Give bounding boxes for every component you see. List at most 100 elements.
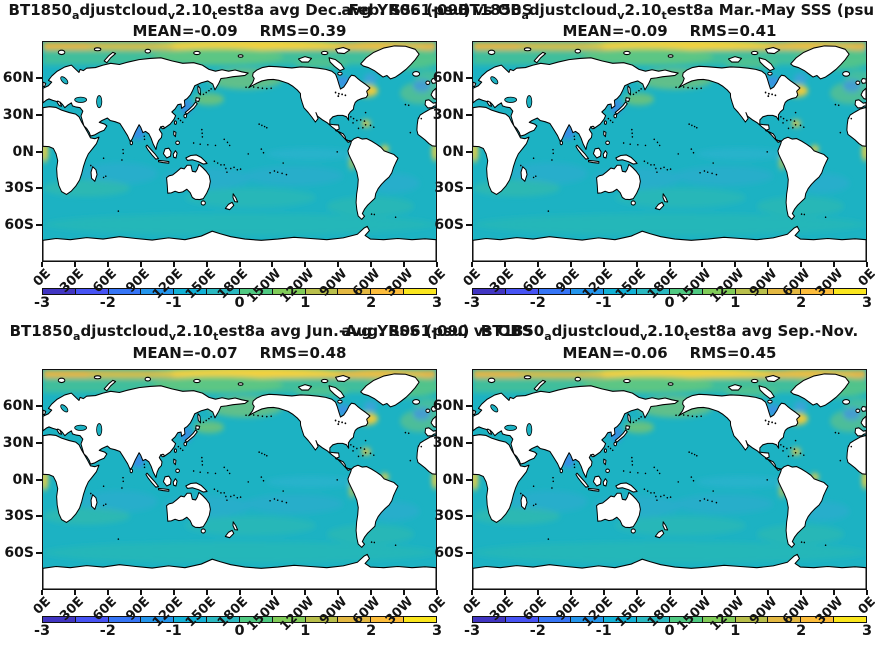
title-text: djustcloud <box>79 1 168 19</box>
title-subscript: t <box>661 9 667 22</box>
title-text: djustcloud <box>528 1 618 19</box>
colorbar-segment <box>404 617 436 622</box>
colorbar-segment <box>338 617 372 622</box>
colorbar-tick-label: 1 <box>730 623 741 639</box>
y-axis-tick <box>36 187 42 190</box>
colorbar-segment <box>702 617 736 622</box>
colorbar-segment <box>404 289 436 294</box>
mean-value: MEAN=-0.09 <box>562 22 668 40</box>
y-tick-label: 0N <box>442 143 464 160</box>
x-axis-tick <box>106 262 109 267</box>
colorbar-segment <box>141 617 175 622</box>
figure-overlay-text-row2: avg YR061-090 vs OBS <box>341 322 533 340</box>
title-text: est8a avg Dec.-Feb. SSS (psu) <box>217 1 471 19</box>
y-tick-label: 60S <box>4 217 34 234</box>
y-axis-tick <box>466 404 472 407</box>
x-axis-tick <box>668 590 671 595</box>
x-axis-tick <box>139 590 142 595</box>
y-axis-tick <box>466 478 472 481</box>
x-axis-tick <box>833 262 836 267</box>
x-axis-tick <box>271 590 274 595</box>
y-axis-tick <box>36 404 42 407</box>
panel-title: BT1850adjustcloudv2.10test8a avg Jun.-Au… <box>10 322 470 344</box>
y-axis-tick <box>36 515 42 518</box>
x-axis-tick <box>866 590 868 595</box>
mean-value: MEAN=-0.07 <box>132 344 238 362</box>
colorbar-tick-label: -2 <box>99 295 116 311</box>
y-axis-tick <box>36 224 42 227</box>
colorbar-segment <box>637 617 670 622</box>
colorbar-tick-label: 0 <box>234 623 245 639</box>
colorbar-segment <box>669 617 703 622</box>
title-subscript: a <box>71 9 80 22</box>
rms-value: RMS=0.48 <box>259 344 347 362</box>
x-axis-tick <box>800 262 803 267</box>
colorbar-tick-label: -3 <box>463 295 481 311</box>
y-tick-label: 60S <box>434 217 464 234</box>
colorbar-segment <box>207 289 240 294</box>
colorbar-segment <box>735 289 769 294</box>
x-axis-tick <box>734 590 737 595</box>
colorbar-segment <box>604 289 638 294</box>
colorbar-segment <box>43 617 76 622</box>
x-axis-tick <box>337 262 340 267</box>
title-text: 2.10 <box>176 322 214 340</box>
x-tick-label: 0E <box>855 594 875 618</box>
x-axis-tick <box>403 262 406 267</box>
x-axis-tick <box>503 262 506 267</box>
x-axis-tick <box>238 590 241 595</box>
y-axis-tick <box>466 113 472 116</box>
x-tick-label: 0E <box>460 266 484 290</box>
colorbar-segment <box>305 617 339 622</box>
x-axis-tick <box>436 262 438 267</box>
x-axis-tick <box>172 590 175 595</box>
panel-mar-may: BT1850adjustcloudv2.10test8a Mar.-May SS… <box>433 2 875 311</box>
colorbar-segment <box>702 289 736 294</box>
title-subscript: t <box>213 330 219 343</box>
colorbar-segment <box>141 289 175 294</box>
x-axis-tick <box>238 262 241 267</box>
title-text: djustcloud <box>551 322 641 340</box>
x-tick-label: 150E <box>612 266 649 303</box>
colorbar-segment <box>801 617 835 622</box>
x-axis-tick <box>337 590 340 595</box>
y-axis-tick <box>36 441 42 444</box>
colorbar-segment <box>43 289 76 294</box>
x-axis-tick <box>767 262 770 267</box>
y-tick-label: 30N <box>2 434 34 451</box>
colorbar-segment <box>338 289 372 294</box>
title-text: BT1850 <box>458 1 522 19</box>
y-axis-tick <box>466 150 472 153</box>
colorbar-segment <box>604 617 638 622</box>
x-axis-tick <box>569 262 572 267</box>
colorbar-tick-label: 3 <box>431 623 443 639</box>
title-subscript: a <box>73 330 81 343</box>
x-axis-tick <box>471 590 473 595</box>
y-tick-label: 30S <box>4 180 34 197</box>
colorbar-segment <box>571 289 605 294</box>
x-axis-tick <box>370 262 373 267</box>
x-axis-tick <box>734 262 737 267</box>
y-axis-tick <box>466 76 472 79</box>
colorbar-tick-label: 2 <box>796 623 807 639</box>
world-map <box>42 41 437 262</box>
title-subscript: a <box>521 9 529 22</box>
colorbar-tick-label: -3 <box>33 623 51 639</box>
colorbar-segment <box>371 289 405 294</box>
panel-title: BT1850adjustcloudv2.10test8a Mar.-May SS… <box>458 1 875 23</box>
colorbar-tick-label: 3 <box>861 295 873 311</box>
y-tick-label: 30N <box>432 106 464 123</box>
x-axis-tick <box>436 590 438 595</box>
colorbar-tick-label: -1 <box>165 295 182 311</box>
y-axis-tick <box>36 113 42 116</box>
colorbar-segment <box>505 289 539 294</box>
colorbar-segment <box>834 617 866 622</box>
y-tick-label: 30N <box>2 106 34 123</box>
colorbar-segment <box>108 289 142 294</box>
y-axis-tick <box>466 552 472 555</box>
panel-stats: MEAN=-0.09 RMS=0.39 <box>42 23 437 39</box>
colorbar-segment <box>371 617 405 622</box>
mean-value: MEAN=-0.09 <box>132 22 238 40</box>
x-tick-label: 150W <box>244 266 285 307</box>
x-axis-tick <box>205 262 208 267</box>
